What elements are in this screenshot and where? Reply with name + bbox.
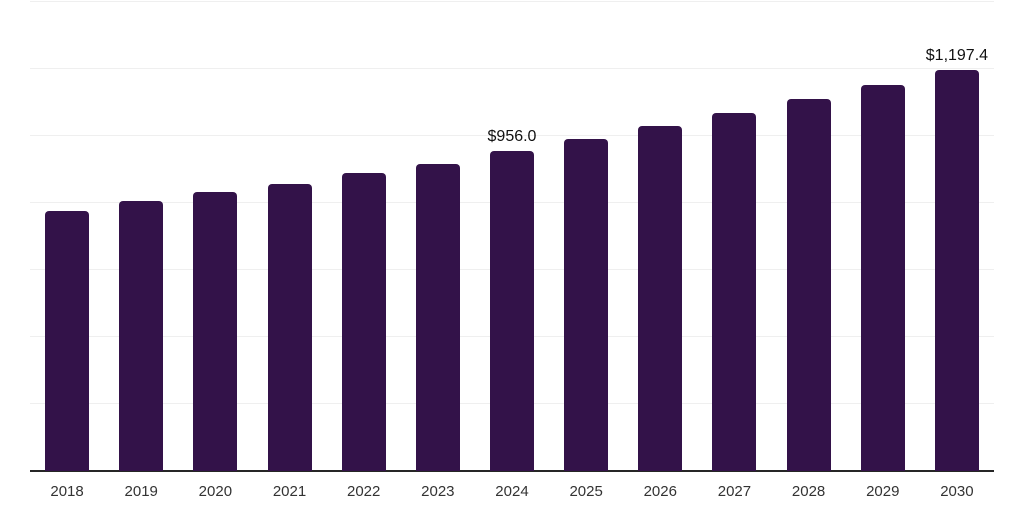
x-tick-2023: 2023 <box>421 483 455 500</box>
bar-2030[interactable] <box>934 69 979 471</box>
bar-2022[interactable] <box>341 172 386 471</box>
gridline <box>30 1 994 2</box>
bar-2025[interactable] <box>564 138 609 471</box>
bar-slot-2029 <box>846 2 920 471</box>
bar-2024[interactable] <box>489 150 534 471</box>
bar-slot-2028 <box>772 2 846 471</box>
x-tick-2020: 2020 <box>198 483 233 500</box>
x-tick-2026: 2026 <box>643 483 677 500</box>
x-tick-2024: 2024 <box>495 483 529 500</box>
x-tick-2027: 2027 <box>717 483 752 500</box>
x-tick-2028: 2028 <box>791 483 826 500</box>
x-tick-2022: 2022 <box>346 483 381 500</box>
bar-slot-2018 <box>30 2 104 471</box>
x-tick-2030: 2030 <box>940 483 974 500</box>
bar-2020[interactable] <box>193 191 238 471</box>
x-tick-2025: 2025 <box>569 483 603 500</box>
bar-2019[interactable] <box>119 201 164 471</box>
bar-2029[interactable] <box>860 84 905 471</box>
x-axis-line <box>30 470 994 472</box>
bar-slot-2019 <box>104 2 178 471</box>
gridline <box>30 68 994 69</box>
bar-slot-2023 <box>401 2 475 471</box>
bar-2023[interactable] <box>415 163 460 471</box>
data-label-2030: $1,197.4 <box>925 46 989 64</box>
bar-slot-2027 <box>697 2 771 471</box>
bar-slot-2025 <box>549 2 623 471</box>
bar-slot-2024: $956.0 <box>475 2 549 471</box>
bar-2018[interactable] <box>45 211 90 471</box>
gridline <box>30 135 994 136</box>
x-axis-tick-labels: 2018 2019 2020 2021 2022 2023 2024 2025 2026 2027… <box>30 480 994 504</box>
x-tick-2019: 2019 <box>124 483 158 500</box>
bar-slot-2020 <box>178 2 252 471</box>
bar-2027[interactable] <box>712 112 757 471</box>
plot-area: $956.0 $1,197.4 <box>30 1 994 472</box>
bar-slot-2026 <box>623 2 697 471</box>
bar-2021[interactable] <box>267 183 312 471</box>
x-tick-2029: 2029 <box>866 483 900 500</box>
data-label-2024: $956.0 <box>487 127 537 145</box>
bar-slot-2021 <box>252 2 326 471</box>
x-tick-2021: 2021 <box>272 483 307 500</box>
bar-slot-2030: $1,197.4 <box>920 2 994 471</box>
bar-2026[interactable] <box>638 125 683 471</box>
bar-2028[interactable] <box>786 99 831 471</box>
x-tick-2018: 2018 <box>50 483 84 500</box>
bar-slot-2022 <box>327 2 401 471</box>
